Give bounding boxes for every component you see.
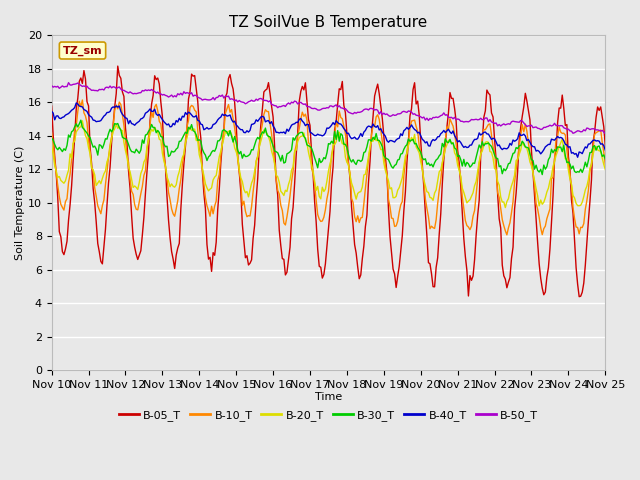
B-05_T [114, 63, 122, 69]
B-20_T [383, 173, 391, 179]
B-40_T [383, 138, 391, 144]
B-30_T [63, 143, 71, 148]
B-05_T [396, 264, 403, 269]
B-40_T [396, 135, 403, 141]
B-50_T [48, 83, 56, 88]
B-40_T [48, 108, 56, 114]
Text: TZ_sm: TZ_sm [63, 46, 102, 56]
B-50_T [396, 111, 403, 117]
B-50_T [383, 111, 391, 117]
B-05_T [535, 261, 543, 267]
B-30_T [48, 135, 56, 141]
B-30_T [77, 117, 84, 123]
B-40_T [365, 123, 372, 129]
B-20_T [152, 128, 160, 133]
B-10_T [383, 172, 391, 178]
B-30_T [538, 172, 546, 178]
B-05_T [575, 294, 583, 300]
B-40_T [152, 111, 160, 117]
Line: B-20_T: B-20_T [52, 121, 605, 207]
B-05_T [602, 144, 609, 149]
B-40_T [602, 147, 609, 153]
B-30_T [383, 156, 391, 162]
B-50_T [365, 107, 372, 113]
B-20_T [537, 197, 545, 203]
B-10_T [63, 196, 71, 202]
B-20_T [365, 154, 372, 160]
B-20_T [79, 118, 86, 124]
Line: B-40_T: B-40_T [52, 103, 605, 157]
B-50_T [63, 84, 71, 89]
B-50_T [65, 80, 72, 85]
B-40_T [574, 155, 582, 160]
B-30_T [396, 156, 403, 162]
B-20_T [48, 143, 56, 148]
B-40_T [63, 111, 71, 117]
B-20_T [602, 167, 609, 172]
Title: TZ SoilVue B Temperature: TZ SoilVue B Temperature [229, 15, 428, 30]
Line: B-05_T: B-05_T [52, 66, 605, 297]
Line: B-10_T: B-10_T [52, 100, 605, 235]
B-30_T [602, 156, 609, 162]
B-50_T [602, 131, 609, 136]
Line: B-50_T: B-50_T [52, 83, 605, 133]
X-axis label: Time: Time [315, 392, 342, 402]
B-05_T [383, 169, 391, 175]
B-30_T [152, 130, 160, 135]
B-10_T [396, 209, 403, 215]
B-05_T [48, 103, 56, 109]
B-40_T [72, 100, 80, 106]
B-10_T [152, 101, 160, 107]
B-10_T [48, 130, 56, 136]
B-10_T [365, 157, 372, 163]
B-10_T [602, 162, 609, 168]
Y-axis label: Soil Temperature (C): Soil Temperature (C) [15, 146, 25, 260]
B-20_T [502, 204, 509, 210]
B-50_T [535, 126, 543, 132]
B-30_T [365, 137, 372, 143]
B-20_T [63, 172, 71, 178]
B-05_T [63, 239, 71, 244]
Legend: B-05_T, B-10_T, B-20_T, B-30_T, B-40_T, B-50_T: B-05_T, B-10_T, B-20_T, B-30_T, B-40_T, … [115, 406, 543, 425]
B-05_T [365, 180, 372, 186]
B-20_T [396, 185, 403, 191]
B-10_T [537, 225, 545, 231]
B-10_T [79, 97, 86, 103]
Line: B-30_T: B-30_T [52, 120, 605, 175]
B-05_T [152, 77, 160, 83]
B-10_T [503, 232, 511, 238]
B-50_T [152, 90, 160, 96]
B-40_T [535, 149, 543, 155]
B-30_T [535, 169, 543, 175]
